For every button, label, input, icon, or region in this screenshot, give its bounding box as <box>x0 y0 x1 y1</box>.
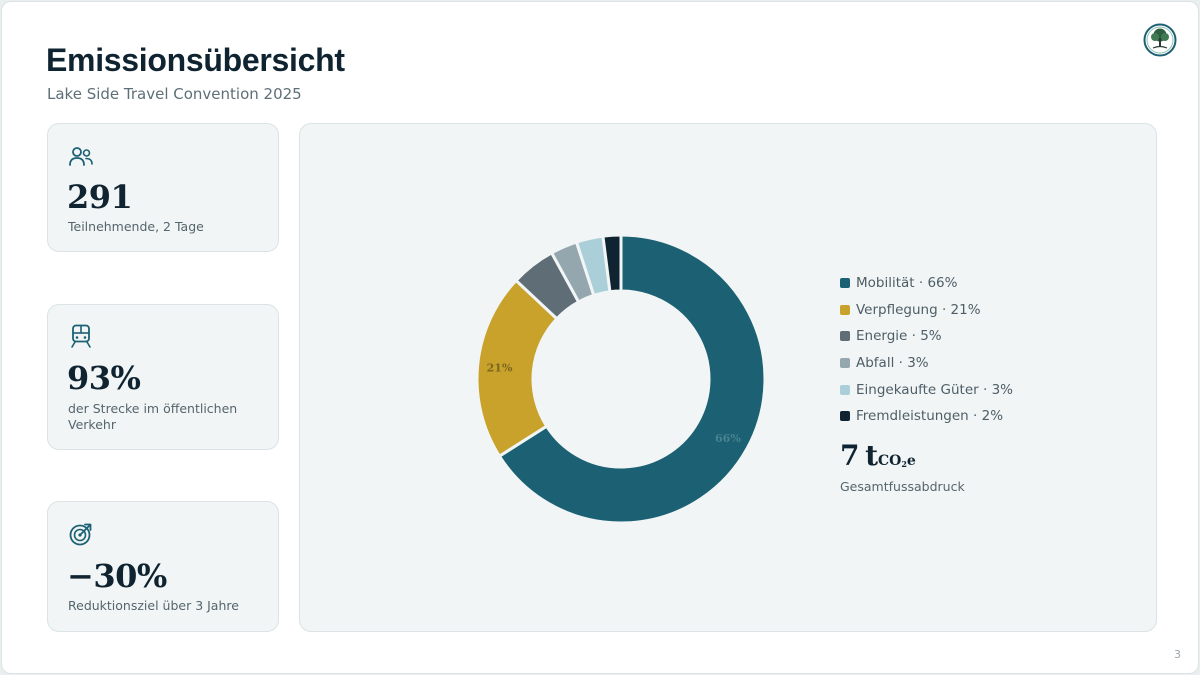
chart-legend: Mobilität · 66% Verpflegung · 21% Energie … <box>840 270 1013 430</box>
donut-slice-6 <box>601 233 623 294</box>
reduction-target-value: −30% <box>67 557 167 595</box>
legend-swatch <box>840 278 850 289</box>
donut-slice-2 <box>475 278 559 459</box>
page-subtitle: Lake Side Travel Convention 2025 <box>47 85 302 103</box>
total-label: Gesamtfussabdruck <box>840 479 965 494</box>
page-number: 3 <box>1174 648 1181 661</box>
legend-item-2: Verpflegung · 21% <box>840 297 1013 324</box>
legend-label: Energie · 5% <box>856 328 942 345</box>
legend-item-1: Mobilität · 66% <box>840 270 1013 297</box>
people-icon <box>69 147 93 166</box>
total-unit-two: 2 <box>901 459 907 469</box>
train-icon <box>71 324 91 348</box>
stat-card-public-transport: 93% der Strecke im öffentlichen Verkehr <box>47 304 279 450</box>
chart-panel: 66% 21% Mobilität · 66% Verpflegung · 21% E… <box>299 123 1157 632</box>
legend-item-4: Abfall · 3% <box>840 350 1013 377</box>
participants-value: 291 <box>67 178 133 216</box>
legend-swatch <box>840 358 850 369</box>
legend-swatch <box>840 411 850 422</box>
legend-label: Fremdleistungen · 2% <box>856 408 1004 425</box>
stat-card-reduction-target: −30% Reduktionsziel über 3 Jahre <box>47 501 279 632</box>
legend-label: Mobilität · 66% <box>856 275 958 292</box>
legend-label: Verpflegung · 21% <box>856 301 981 318</box>
legend-label: Abfall · 3% <box>856 355 929 372</box>
legend-swatch <box>840 304 850 315</box>
legend-item-6: Fremdleistungen · 2% <box>840 403 1013 430</box>
page-title: Emissionsübersicht <box>46 42 345 78</box>
tree-logo-icon <box>1143 23 1177 57</box>
total-unit-co: CO <box>878 453 902 469</box>
total-footprint: 7 tCO2e <box>840 439 916 472</box>
total-unit-suffix: e <box>906 453 916 469</box>
legend-item-5: Eingekaufte Güter · 3% <box>840 376 1013 403</box>
emissions-donut-chart: 66% 21% <box>475 233 767 525</box>
public-transport-value: 93% <box>67 359 141 397</box>
stat-card-participants: 291 Teilnehmende, 2 Tage <box>47 123 279 252</box>
reduction-target-label: Reduktionsziel über 3 Jahre <box>68 598 239 613</box>
total-unit: t <box>865 439 878 472</box>
total-value: 7 <box>840 439 860 472</box>
target-icon <box>69 523 92 546</box>
legend-swatch <box>840 384 850 395</box>
public-transport-label: der Strecke im öffentlichen Verkehr <box>68 401 238 432</box>
donut-slice-1 <box>497 233 767 525</box>
legend-swatch <box>840 331 850 342</box>
legend-item-3: Energie · 5% <box>840 323 1013 350</box>
slice-label-2: 21% <box>487 362 513 375</box>
slice-label-1: 66% <box>715 432 741 445</box>
participants-label: Teilnehmende, 2 Tage <box>68 219 204 234</box>
legend-label: Eingekaufte Güter · 3% <box>856 381 1013 398</box>
